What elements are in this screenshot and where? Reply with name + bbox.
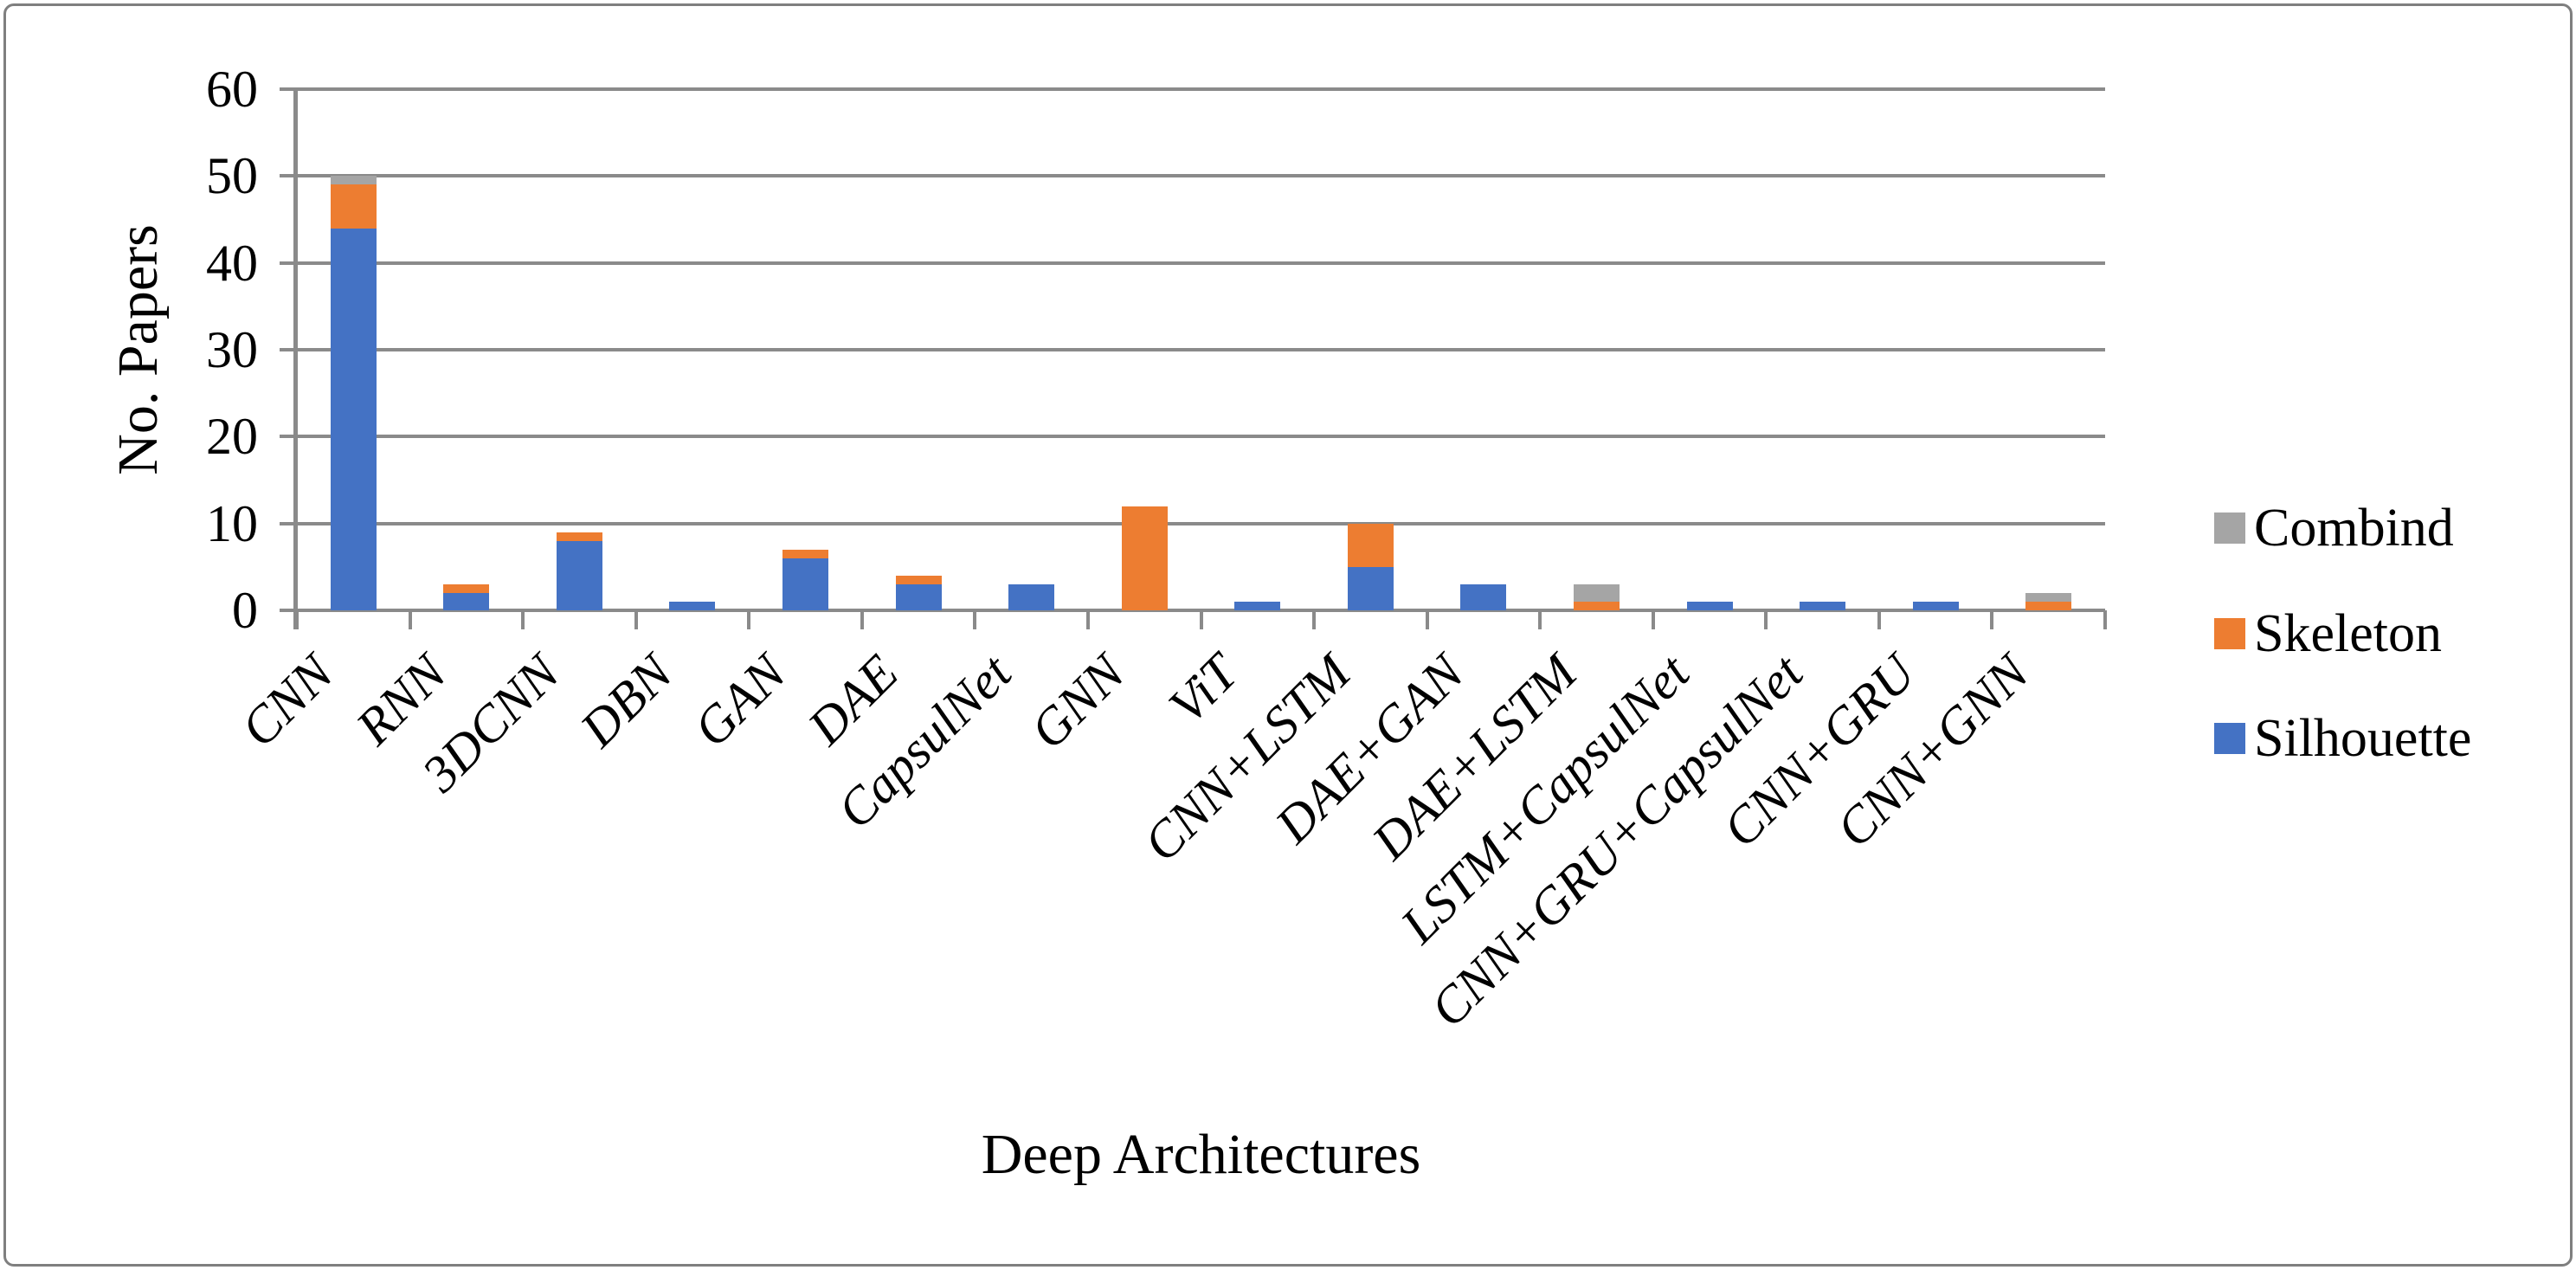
chart-border bbox=[3, 3, 2573, 1267]
bar-segment-silhouette-RNN bbox=[443, 592, 490, 610]
x-axis-tick bbox=[1425, 610, 1429, 629]
gridline bbox=[280, 87, 2105, 91]
x-tick-label: DBN bbox=[569, 643, 684, 758]
bar-segment-silhouette-LSTM+CapsulNet bbox=[1686, 601, 1733, 610]
bar-segment-skeleton-CNN+LSTM bbox=[1347, 523, 1394, 567]
legend-swatch-skeleton bbox=[2214, 617, 2245, 649]
bar-segment-combind-CNN+GNN bbox=[2025, 592, 2072, 602]
x-tick-label: CNN bbox=[229, 643, 345, 758]
bar-segment-skeleton-DAE+LSTM bbox=[1573, 601, 1620, 610]
bar-segment-skeleton-3DCNN bbox=[556, 532, 602, 541]
bar-segment-silhouette-CNN+LSTM bbox=[1347, 566, 1394, 610]
x-axis-tick bbox=[2103, 610, 2107, 629]
x-axis-tick bbox=[521, 610, 525, 629]
y-tick-label: 10 bbox=[206, 494, 258, 552]
bar-segment-skeleton-CNN bbox=[330, 184, 377, 229]
y-tick-label: 40 bbox=[206, 234, 258, 292]
legend-swatch-silhouette bbox=[2214, 723, 2245, 754]
x-axis-tick bbox=[408, 610, 412, 629]
legend-label-skeleton: Skeleton bbox=[2254, 603, 2442, 663]
x-axis-tick bbox=[747, 610, 751, 629]
bar-segment-silhouette-CNN+GRU bbox=[1912, 601, 1959, 610]
x-tick-label: ViT bbox=[1157, 643, 1249, 735]
x-axis-line bbox=[280, 609, 2105, 612]
bar-segment-skeleton-RNN bbox=[443, 583, 490, 593]
x-axis-tick bbox=[295, 610, 299, 629]
x-axis-tick bbox=[1651, 610, 1655, 629]
legend-label-silhouette: Silhouette bbox=[2254, 709, 2472, 768]
bar-segment-skeleton-DAE bbox=[895, 575, 942, 584]
bar-segment-silhouette-DAE bbox=[895, 583, 942, 610]
legend-label-combind: Combind bbox=[2254, 499, 2454, 558]
y-tick-label: 30 bbox=[206, 321, 258, 378]
bar-segment-combind-DAE+LSTM bbox=[1573, 583, 1620, 602]
bar-segment-silhouette-GAN bbox=[782, 558, 829, 610]
x-axis-tick bbox=[1877, 610, 1881, 629]
bar-segment-skeleton-CNN+GNN bbox=[2025, 601, 2072, 610]
legend-swatch-combind bbox=[2214, 513, 2245, 544]
bar-segment-combind-CNN bbox=[330, 176, 377, 185]
x-axis-tick bbox=[1312, 610, 1317, 629]
bar-segment-silhouette-DBN bbox=[669, 601, 716, 610]
x-axis-title: Deep Architectures bbox=[981, 1123, 1421, 1186]
y-tick-label: 0 bbox=[232, 582, 258, 639]
bar-segment-silhouette-3DCNN bbox=[556, 540, 602, 610]
x-axis-tick bbox=[634, 610, 638, 629]
bar-segment-skeleton-GAN bbox=[782, 549, 829, 558]
bar-segment-silhouette-CNN+GRU+CapsulNet bbox=[1800, 601, 1846, 610]
x-tick-label: GNN bbox=[1019, 643, 1136, 760]
x-axis-tick bbox=[1990, 610, 1994, 629]
x-axis-tick bbox=[1764, 610, 1768, 629]
x-axis-tick bbox=[973, 610, 977, 629]
bar-segment-silhouette-CapsulNet bbox=[1008, 583, 1055, 610]
bar-segment-silhouette-DAE+GAN bbox=[1460, 583, 1507, 610]
x-axis-tick bbox=[860, 610, 864, 629]
bar-segment-silhouette-ViT bbox=[1234, 601, 1281, 610]
gridline bbox=[280, 348, 2105, 351]
bar-segment-silhouette-CNN bbox=[330, 228, 377, 610]
gridline bbox=[280, 174, 2105, 178]
x-axis-tick bbox=[1538, 610, 1542, 629]
gridline bbox=[280, 435, 2105, 439]
x-axis-tick bbox=[1199, 610, 1203, 629]
y-tick-label: 60 bbox=[206, 61, 258, 118]
x-axis-tick bbox=[1085, 610, 1090, 629]
y-tick-label: 20 bbox=[206, 408, 258, 466]
bar-segment-skeleton-GNN bbox=[1121, 506, 1168, 610]
gridline bbox=[280, 261, 2105, 265]
x-tick-label: GAN bbox=[682, 643, 796, 758]
y-tick-label: 50 bbox=[206, 147, 258, 205]
y-axis-line bbox=[293, 89, 298, 629]
gridline bbox=[280, 521, 2105, 525]
